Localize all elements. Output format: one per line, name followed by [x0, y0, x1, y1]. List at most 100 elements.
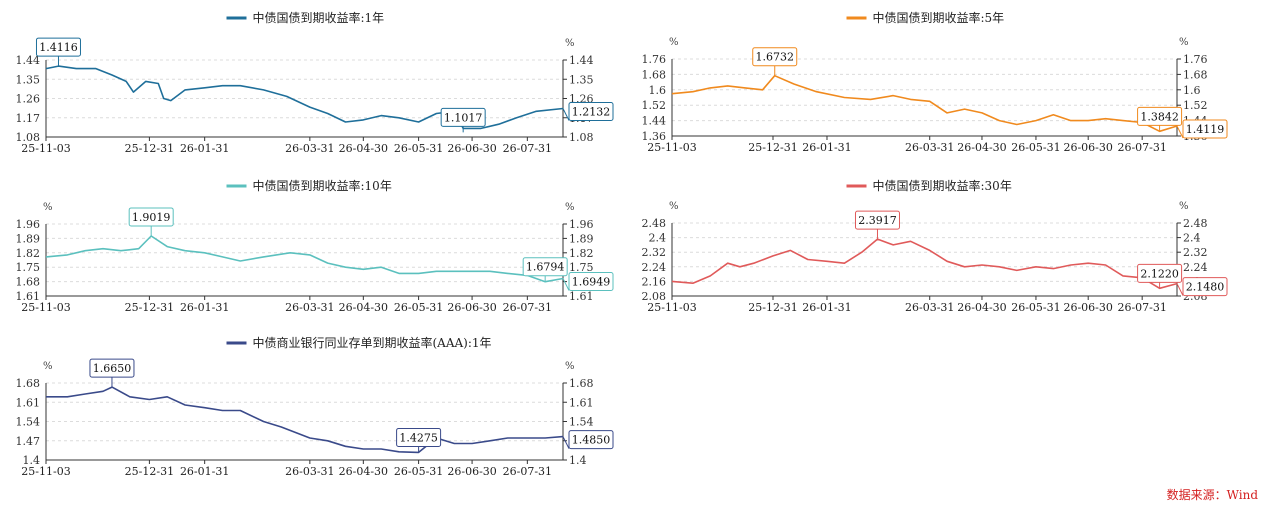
callout-leader — [562, 278, 570, 291]
chart-panel-1: 中债国债到期收益率:1年%%1.081.081.171.171.261.261.… — [16, 10, 614, 155]
callout-box — [128, 207, 174, 227]
x-tick-label: 26-06-30 — [447, 142, 496, 155]
y-tick-label-left: 1.47 — [16, 435, 41, 448]
y-unit-right: % — [1179, 201, 1189, 212]
y-tick-label-right: 1.68 — [569, 377, 594, 390]
y-tick-label-right: 1.75 — [569, 261, 594, 274]
x-tick-label: 26-04-30 — [339, 301, 388, 314]
x-tick-label: 26-01-31 — [180, 142, 229, 155]
y-unit-left: % — [669, 201, 679, 212]
callout-box — [1137, 106, 1183, 126]
y-unit-right: % — [1179, 37, 1189, 48]
y-tick-label-left: 1.17 — [16, 112, 41, 125]
y-tick-label-left: 1.4 — [23, 454, 41, 467]
callout-label: 1.6650 — [93, 362, 132, 375]
x-tick-label: 26-07-31 — [503, 301, 552, 314]
y-tick-label-right: 1.76 — [1183, 53, 1208, 66]
x-tick-label: 26-04-30 — [339, 465, 388, 478]
callout-box — [1182, 277, 1228, 297]
callout-box — [568, 430, 614, 450]
x-tick-label: 26-06-30 — [1063, 301, 1112, 314]
x-tick-label: 26-05-31 — [1011, 141, 1060, 154]
y-tick-label-left: 1.44 — [642, 115, 667, 128]
callout-box — [440, 107, 486, 127]
y-tick-label-left: 2.48 — [642, 217, 667, 230]
y-tick-label-left: 1.68 — [16, 276, 41, 289]
x-tick-label: 25-12-31 — [125, 301, 174, 314]
y-tick-label-left: 1.96 — [16, 218, 41, 231]
x-tick-label: 26-05-31 — [394, 142, 443, 155]
y-tick-label-left: 2.16 — [642, 275, 667, 288]
callout-box — [1182, 119, 1228, 139]
callout-label: 2.3917 — [858, 214, 897, 227]
y-tick-label-left: 1.68 — [16, 377, 41, 390]
y-tick-label-left: 1.75 — [16, 261, 41, 274]
y-tick-label-right: 1.61 — [569, 290, 594, 303]
x-tick-label: 26-05-31 — [394, 465, 443, 478]
callout-box — [89, 358, 135, 378]
y-tick-label-right: 1.6 — [1183, 84, 1201, 97]
x-tick-label: 26-06-30 — [1063, 141, 1112, 154]
y-tick-label-left: 1.26 — [16, 93, 41, 106]
x-tick-label: 25-11-03 — [647, 141, 696, 154]
x-tick-label: 26-01-31 — [180, 301, 229, 314]
y-tick-label-left: 1.61 — [16, 396, 41, 409]
chart-title: 中债国债到期收益率:10年 — [253, 178, 392, 193]
x-tick-label: 25-11-03 — [21, 142, 70, 155]
data-source-note: 数据来源：Wind — [1166, 488, 1258, 502]
x-tick-label: 26-03-31 — [285, 142, 334, 155]
x-tick-label: 25-11-03 — [21, 301, 70, 314]
y-unit-left: % — [43, 202, 53, 213]
callout-box — [568, 102, 614, 122]
series-line — [45, 235, 564, 283]
y-tick-label-right: 1.35 — [569, 73, 594, 86]
callout-leader — [1176, 125, 1184, 139]
chart-title: 中债国债到期收益率:5年 — [873, 10, 1005, 25]
y-tick-label-left: 1.68 — [642, 68, 667, 81]
callout-box — [568, 272, 614, 292]
x-tick-label: 26-03-31 — [905, 141, 954, 154]
y-unit-right: % — [565, 38, 575, 49]
y-tick-label-left: 1.08 — [16, 131, 41, 144]
callout-box — [854, 210, 900, 230]
y-tick-label-left: 1.89 — [16, 232, 41, 245]
chart-panel-3: 中债国债到期收益率:10年%%1.611.611.681.681.751.751… — [16, 178, 614, 314]
chart-title: 中债商业银行同业存单到期收益率(AAA):1年 — [253, 335, 492, 350]
x-tick-label: 26-03-31 — [285, 301, 334, 314]
callout-box — [752, 47, 798, 67]
y-tick-label-left: 2.08 — [642, 290, 667, 303]
callout-label: 1.4275 — [399, 431, 438, 444]
callout-leader — [562, 436, 570, 449]
y-tick-label-right: 1.61 — [569, 396, 594, 409]
x-tick-label: 26-01-31 — [180, 465, 229, 478]
callout-box — [1137, 263, 1183, 283]
y-tick-label-left: 1.6 — [649, 84, 667, 97]
callout-label: 1.4116 — [39, 41, 78, 54]
y-tick-label-right: 1.54 — [569, 416, 594, 429]
y-tick-label-left: 1.76 — [642, 53, 667, 66]
callout-label: 2.1480 — [1186, 281, 1225, 294]
x-tick-label: 26-06-30 — [447, 465, 496, 478]
y-tick-label-left: 1.44 — [16, 54, 41, 67]
x-tick-label: 26-05-31 — [1011, 301, 1060, 314]
x-tick-label: 26-03-31 — [285, 465, 334, 478]
y-tick-label-left: 1.82 — [16, 247, 41, 260]
y-unit-left: % — [669, 37, 679, 48]
y-unit-right: % — [565, 361, 575, 372]
y-tick-label-right: 2.32 — [1183, 246, 1208, 259]
y-tick-label-right: 1.82 — [569, 247, 594, 260]
x-tick-label: 25-12-31 — [125, 142, 174, 155]
callout-label: 1.4119 — [1186, 123, 1225, 136]
y-tick-label-right: 2.48 — [1183, 217, 1208, 230]
chart-title: 中债国债到期收益率:1年 — [253, 10, 385, 25]
x-tick-label: 25-11-03 — [647, 301, 696, 314]
y-tick-label-left: 1.52 — [642, 99, 667, 112]
y-tick-label-right: 1.08 — [569, 131, 594, 144]
callout-label: 1.3842 — [1140, 110, 1179, 123]
x-tick-label: 26-07-31 — [503, 142, 552, 155]
chart-panel-5: 中债商业银行同业存单到期收益率(AAA):1年%%1.41.41.471.471… — [16, 335, 614, 478]
callout-leader — [1176, 283, 1184, 296]
series-line — [46, 386, 564, 454]
series-line — [671, 74, 1178, 133]
y-tick-label-right: 1.4 — [569, 454, 587, 467]
